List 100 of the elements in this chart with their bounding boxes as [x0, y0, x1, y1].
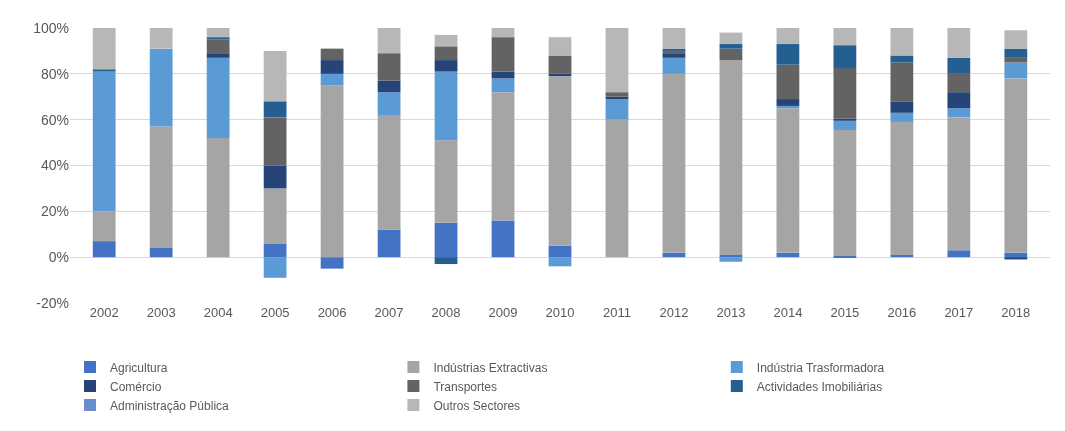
- legend-label: Actividades Imobiliárias: [756, 379, 883, 394]
- bar: [833, 120, 857, 130]
- bar: [662, 57, 686, 74]
- bar: [491, 37, 515, 72]
- bar: [92, 241, 116, 258]
- bar: [833, 28, 857, 46]
- bar: [719, 48, 743, 61]
- bar: [434, 34, 458, 47]
- bar: [263, 101, 287, 118]
- bar: [605, 28, 629, 93]
- bar: [662, 28, 686, 49]
- x-tick-label: 2009: [488, 305, 518, 320]
- bar: [890, 62, 914, 102]
- x-tick-label: 2011: [603, 305, 631, 320]
- bar: [491, 92, 515, 221]
- legend-label: Indústrias Extractivas: [433, 360, 548, 375]
- bar: [206, 138, 230, 258]
- bar: [833, 45, 857, 69]
- x-tick-label: 2017: [944, 305, 974, 320]
- bar: [1004, 78, 1028, 253]
- bar: [206, 57, 230, 138]
- bar: [719, 257, 743, 262]
- bar: [662, 53, 686, 58]
- bar: [890, 28, 914, 56]
- bar: [92, 28, 116, 70]
- y-tick-label: 100%: [33, 19, 69, 36]
- bar: [719, 60, 743, 255]
- bar: [434, 222, 458, 258]
- bar: [947, 28, 971, 58]
- bar: [605, 119, 629, 258]
- bar: [434, 46, 458, 61]
- bar: [776, 99, 800, 106]
- x-tick-label: 2013: [716, 305, 746, 320]
- x-tick-label: 2016: [887, 305, 917, 320]
- legend-label: Transportes: [433, 379, 497, 394]
- bar: [605, 99, 629, 120]
- bar: [491, 78, 515, 93]
- y-tick-label: 40%: [40, 157, 69, 174]
- legend-label: Comércio: [110, 379, 162, 394]
- x-tick-label: 2004: [203, 305, 233, 320]
- legend-label: Indústria Trasformadora: [756, 360, 885, 375]
- bar: [377, 115, 401, 230]
- bar: [491, 220, 515, 258]
- bar: [1004, 48, 1028, 58]
- bar: [833, 129, 857, 257]
- bar: [548, 257, 572, 267]
- bar: [491, 28, 515, 38]
- x-tick-label: 2012: [659, 305, 689, 320]
- bar: [149, 48, 173, 127]
- bar: [320, 257, 344, 269]
- bar: [263, 165, 287, 189]
- bar: [377, 229, 401, 258]
- bar: [377, 53, 401, 81]
- bar: [149, 248, 173, 258]
- bar: [434, 71, 458, 141]
- bar: [92, 69, 116, 72]
- y-tick-label: -20%: [36, 294, 69, 311]
- bar: [548, 55, 572, 74]
- bar: [320, 85, 344, 258]
- x-tick-label: 2014: [773, 305, 803, 320]
- bar: [320, 73, 344, 86]
- bar: [947, 250, 971, 258]
- x-tick-label: 2015: [830, 305, 860, 320]
- bar: [890, 101, 914, 113]
- x-tick-label: 2008: [431, 305, 461, 320]
- y-tick-label: 20%: [40, 203, 69, 220]
- bar: [833, 68, 857, 119]
- bar: [719, 44, 743, 49]
- bar: [434, 257, 458, 265]
- bar: [947, 73, 971, 93]
- bar: [263, 117, 287, 166]
- bar: [947, 92, 971, 109]
- y-tick-label: 60%: [40, 111, 69, 128]
- bar: [377, 80, 401, 93]
- legend-label: Outros Sectores: [433, 398, 521, 413]
- bar: [776, 44, 800, 65]
- legend-label: Administração Pública: [110, 398, 230, 413]
- bar: [206, 28, 230, 38]
- x-tick-label: 2010: [545, 305, 575, 320]
- y-tick-label: 0%: [48, 249, 69, 266]
- bar: [776, 28, 800, 45]
- x-tick-label: 2006: [317, 305, 347, 320]
- bar: [890, 112, 914, 122]
- x-tick-label: 2003: [146, 305, 176, 320]
- bar: [263, 188, 287, 244]
- bar: [92, 211, 116, 242]
- bar: [1004, 30, 1028, 49]
- bar: [1004, 62, 1028, 79]
- legend-label: Agricultura: [110, 360, 168, 375]
- bar: [377, 28, 401, 54]
- bar: [206, 39, 230, 54]
- bar: [434, 140, 458, 223]
- bar: [776, 108, 800, 253]
- bar: [320, 60, 344, 74]
- bar: [947, 57, 971, 74]
- bar: [377, 92, 401, 116]
- x-tick-label: 2018: [1001, 305, 1031, 320]
- bar: [947, 108, 971, 118]
- bar: [263, 243, 287, 258]
- x-tick-label: 2002: [89, 305, 119, 320]
